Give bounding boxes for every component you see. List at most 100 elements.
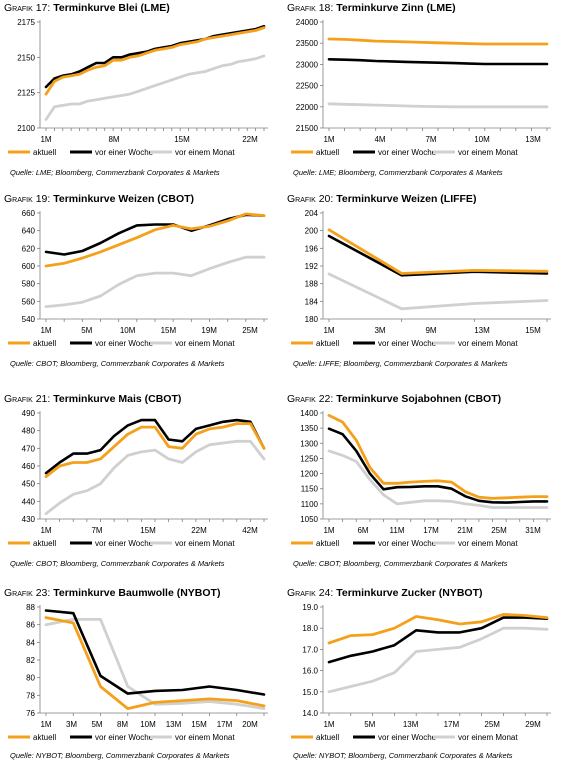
legend-label-monat: vor einem Monat (175, 733, 235, 742)
y-tick-label: 1300 (300, 439, 318, 448)
x-tick-label: 25M (242, 326, 258, 335)
series-line-aktuell (327, 413, 549, 500)
legend-label-monat: vor einem Monat (175, 539, 235, 548)
x-tick-label: 29M (525, 720, 541, 729)
series-line-woche (44, 418, 266, 475)
legend-label-monat: vor einem Monat (175, 339, 235, 348)
y-tick-label: 19.0 (302, 603, 318, 612)
legend-label-aktuell: aktuell (33, 733, 56, 742)
legend-label-monat: vor einem Monat (458, 733, 518, 742)
y-tick-label: 188 (305, 280, 319, 289)
chart-title-text: Terminkurve Weizen (LIFFE) (336, 193, 477, 205)
legend-label-aktuell: aktuell (316, 148, 339, 157)
series-line-monat (44, 54, 266, 121)
x-tick-label: 22M (191, 526, 207, 535)
chart-source: Quelle: CBOT; Bloomberg, Commerzbank Cor… (10, 559, 225, 568)
y-tick-label: 15.0 (302, 688, 318, 697)
x-tick-label: 21M (457, 526, 473, 535)
legend-label-woche: vor einer Woche (95, 539, 154, 548)
y-tick-label: 440 (22, 497, 36, 506)
x-tick-label: 10M (474, 135, 490, 144)
legend-label-aktuell: aktuell (316, 339, 339, 348)
legend-label-monat: vor einem Monat (458, 148, 518, 157)
y-tick-label: 21500 (296, 124, 319, 133)
x-tick-label: 5M (91, 720, 102, 729)
y-tick-label: 480 (22, 427, 36, 436)
series-line-monat (327, 102, 549, 109)
y-tick-label: 2100 (17, 124, 35, 133)
y-tick-label: 86 (26, 621, 35, 630)
chart-label: Grafik 21: (4, 393, 51, 405)
x-tick-label: 1M (40, 326, 51, 335)
chart-title: Grafik 21: Terminkurve Mais (CBOT) (4, 393, 181, 405)
y-tick-label: 660 (22, 209, 36, 218)
series-line-woche (327, 234, 549, 277)
x-tick-label: 8M (117, 720, 128, 729)
chart-source: Quelle: CBOT; Bloomberg, Commerzbank Cor… (10, 359, 225, 368)
chart-svg: 21500 22000 22500 23000 23500 24000 1M 4M 7M 10M 1… (291, 18, 551, 157)
chart-source: Quelle: NYBOT; Bloomberg, Commerzbank Co… (10, 751, 230, 760)
x-tick-label: 1M (323, 526, 334, 535)
x-tick-label: 1M (323, 135, 334, 144)
y-tick-label: 24000 (296, 18, 319, 27)
x-tick-label: 25M (491, 526, 507, 535)
legend-label-aktuell: aktuell (33, 339, 56, 348)
x-tick-label: 8M (108, 135, 119, 144)
y-tick-label: 1350 (300, 424, 318, 433)
legend-label-woche: vor einer Woche (95, 148, 154, 157)
y-tick-label: 196 (305, 244, 319, 253)
x-tick-label: 1M (323, 720, 334, 729)
legend-label-woche: vor einer Woche (95, 733, 154, 742)
y-tick-label: 2150 (17, 53, 35, 62)
chart-title: Grafik 23: Terminkurve Baumwolle (NYBOT) (4, 587, 220, 599)
x-tick-label: 1M (40, 720, 51, 729)
y-tick-label: 192 (305, 262, 319, 271)
y-tick-label: 580 (22, 280, 36, 289)
chart-source: Quelle: CBOT; Bloomberg, Commerzbank Cor… (293, 559, 508, 568)
legend-label-aktuell: aktuell (316, 733, 339, 742)
x-tick-label: 42M (242, 526, 258, 535)
y-tick-label: 470 (22, 444, 36, 453)
legend-label-aktuell: aktuell (33, 539, 56, 548)
legend-label-woche: vor einer Woche (378, 733, 437, 742)
x-tick-label: 15M (140, 526, 156, 535)
legend-label-woche: vor einer Woche (95, 339, 154, 348)
y-tick-label: 560 (22, 297, 36, 306)
series-line-woche (327, 427, 549, 504)
series-line-monat (44, 255, 266, 308)
y-tick-label: 23000 (296, 60, 319, 69)
x-tick-label: 31M (525, 526, 541, 535)
x-tick-label: 19M (201, 326, 217, 335)
y-tick-label: 1100 (301, 500, 319, 509)
y-tick-label: 1200 (300, 470, 318, 479)
y-tick-label: 1150 (301, 485, 319, 494)
x-tick-label: 13M (474, 326, 490, 335)
chart-title: Grafik 19: Terminkurve Weizen (CBOT) (4, 193, 194, 205)
y-tick-label: 204 (305, 209, 319, 218)
chart-label: Grafik 19: (4, 193, 51, 205)
x-tick-label: 3M (66, 720, 77, 729)
x-tick-label: 13M (525, 135, 541, 144)
y-tick-label: 88 (26, 603, 35, 612)
series-line-woche (44, 213, 266, 256)
y-tick-label: 2175 (17, 18, 35, 27)
y-tick-label: 78 (26, 691, 35, 700)
series-line-woche (44, 609, 266, 696)
series-line-woche (327, 57, 549, 66)
y-tick-label: 80 (26, 674, 35, 683)
chart-svg: 540 560 580 600 620 640 660 1M 5M 10M 15M 19M 25M akt… (8, 209, 268, 348)
y-tick-label: 1400 (300, 409, 318, 418)
series-line-aktuell (327, 228, 549, 275)
x-tick-label: 15M (525, 326, 541, 335)
x-tick-label: 5M (81, 326, 92, 335)
y-tick-label: 1050 (300, 515, 318, 524)
chart-title-text: Terminkurve Zucker (NYBOT) (336, 587, 483, 599)
x-tick-label: 15M (161, 326, 177, 335)
series-line-aktuell (327, 612, 549, 645)
chart-source: Quelle: LIFFE; Bloomberg, Commerzbank Co… (293, 359, 508, 368)
chart-title-text: Terminkurve Blei (LME) (53, 2, 170, 14)
chart-label: Grafik 18: (287, 2, 334, 14)
legend-label-aktuell: aktuell (316, 539, 339, 548)
legend-label-monat: vor einem Monat (458, 339, 518, 348)
chart-title: Grafik 22: Terminkurve Sojabohnen (CBOT) (287, 393, 501, 405)
